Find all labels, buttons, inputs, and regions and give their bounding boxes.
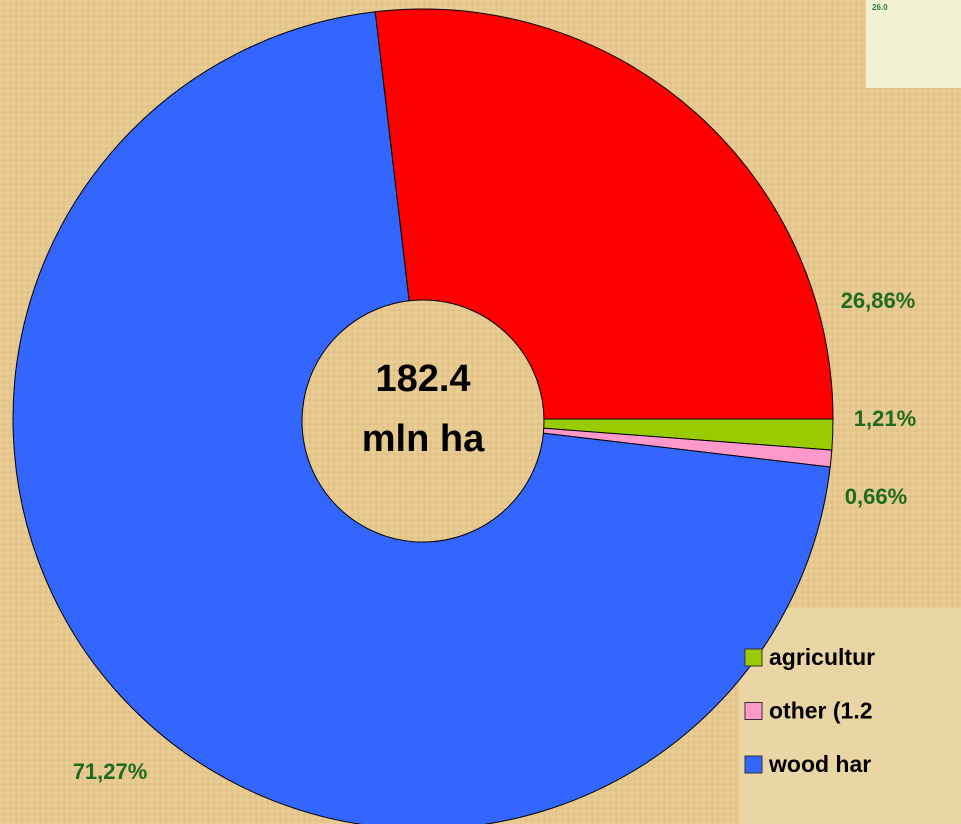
inset-panel xyxy=(866,0,961,88)
data-label: 71,27% xyxy=(73,759,148,784)
data-label: 0,66% xyxy=(845,484,907,509)
donut-hole xyxy=(301,299,545,543)
legend-swatch xyxy=(744,702,763,720)
inset-label: 26.0 xyxy=(872,3,888,12)
pie-slice xyxy=(374,8,834,420)
data-label: 1,21% xyxy=(854,406,916,431)
legend-label: other (1.2 xyxy=(769,698,873,724)
legend-swatch xyxy=(744,755,763,774)
legend-swatch xyxy=(744,648,763,667)
center-label: 182.4 xyxy=(375,358,470,400)
legend-label: wood har xyxy=(768,751,871,777)
legend-box xyxy=(739,608,961,824)
data-label: 26,86% xyxy=(841,288,916,313)
center-label: mln ha xyxy=(362,418,485,460)
legend-label: agricultur xyxy=(769,644,875,670)
